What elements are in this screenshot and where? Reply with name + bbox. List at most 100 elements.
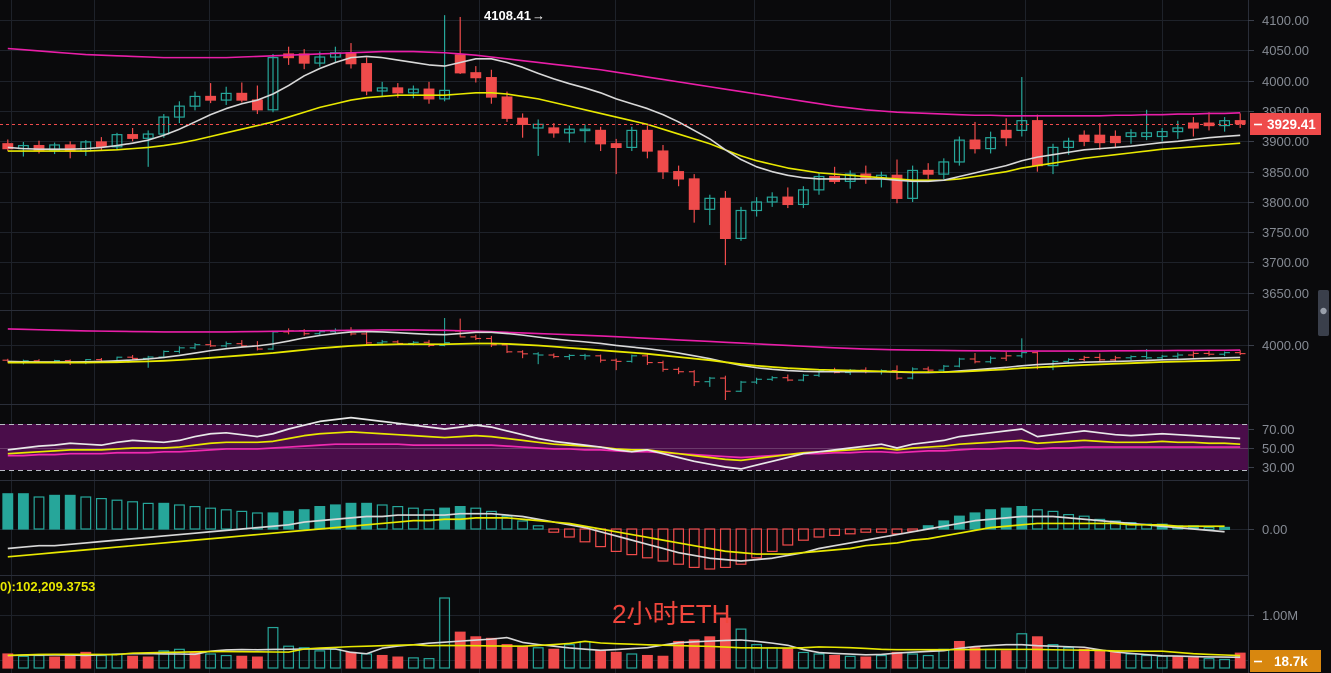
volume-bar <box>1219 658 1231 669</box>
volume-bar <box>1234 652 1246 669</box>
candle-body <box>205 95 217 101</box>
macd-histogram-bar <box>1063 513 1075 530</box>
vertical-scrollbar[interactable] <box>1318 290 1329 336</box>
macd-histogram-bar <box>49 494 61 530</box>
volume-bar <box>860 656 872 669</box>
volume-bar <box>205 653 217 669</box>
candle-body <box>64 144 76 152</box>
volume-bar <box>173 648 185 669</box>
macd-histogram-bar <box>501 515 513 530</box>
candle-body <box>595 129 607 145</box>
price-axis[interactable]: 4100.004050.004000.003950.003900.003850.… <box>1248 13 1321 672</box>
macd-histogram-bar <box>17 493 29 530</box>
candle-body <box>1109 135 1121 144</box>
rsi-series <box>7 416 1241 470</box>
volume-bar <box>891 651 903 669</box>
volume-bar <box>1109 651 1121 669</box>
macd-histogram-bar <box>220 509 232 530</box>
rsi-line-yellow <box>7 431 1241 462</box>
macd-histogram-bar <box>563 528 575 538</box>
candle-body <box>782 196 794 206</box>
candle-body <box>267 57 279 111</box>
volume-bar <box>127 655 139 669</box>
candle-body <box>751 201 763 212</box>
price-axis-label-9: 3650.00 <box>1262 286 1309 301</box>
volume-bar <box>844 655 856 669</box>
scrollbar-grip-icon <box>1320 307 1327 315</box>
candle-body <box>563 128 575 134</box>
macd-histogram-bar <box>329 504 341 530</box>
current-volume-tag[interactable] <box>1250 650 1321 672</box>
volume-bar <box>1094 650 1106 669</box>
panel2-ma-yellow <box>7 342 1241 374</box>
candle-body <box>1047 146 1059 167</box>
candle-body <box>735 209 747 239</box>
candle-body <box>1187 122 1199 129</box>
macd-histogram-bar <box>813 528 825 538</box>
macd-histogram-bar <box>860 528 872 533</box>
candle-body <box>673 171 685 180</box>
candle-body <box>173 105 185 118</box>
panel2-axis-label-0: 4000.00 <box>1262 338 1309 353</box>
volume-bar <box>236 655 248 669</box>
volume-bar <box>1047 644 1059 669</box>
candle-body <box>423 88 435 100</box>
volume-bar <box>532 647 544 669</box>
volume-bar <box>953 640 965 669</box>
current-price-tag[interactable] <box>1250 113 1321 135</box>
macd-histogram-bar <box>829 528 841 537</box>
macd-histogram-bar <box>766 528 778 552</box>
volume-bar <box>267 626 279 669</box>
volume-bar <box>1031 636 1043 669</box>
macd-histogram-bar <box>1047 510 1059 530</box>
macd-histogram-bar <box>64 494 76 530</box>
volume-bar <box>485 637 497 669</box>
candle-body <box>813 175 825 191</box>
candle-body <box>719 197 731 240</box>
macd-histogram-bar <box>345 502 357 530</box>
volume-bar <box>641 654 653 669</box>
volume-bar <box>610 651 622 669</box>
volume-bar <box>298 647 310 669</box>
macd-histogram-bar <box>719 528 731 569</box>
volume-bar <box>501 644 513 669</box>
macd-histogram-bar <box>189 506 201 530</box>
macd-histogram-bar <box>314 506 326 530</box>
volume-axis-label-0: 1.00M <box>1262 608 1298 623</box>
macd-histogram-bar <box>782 528 794 546</box>
macd-histogram-bar <box>844 528 856 535</box>
candle-body <box>2 143 14 150</box>
volume-bar <box>719 617 731 669</box>
candle-body <box>470 72 482 79</box>
candle-body <box>485 77 497 98</box>
volume-bar <box>80 651 92 669</box>
macd-histogram-bar <box>797 528 809 541</box>
candle-body <box>142 133 154 139</box>
candle-body <box>891 174 903 199</box>
volume-bar <box>673 640 685 669</box>
ma-line-yellow <box>7 92 1241 181</box>
candle-body <box>985 137 997 150</box>
candle-body <box>1234 120 1246 125</box>
candle-body <box>907 169 919 199</box>
macd-histogram-bar <box>610 528 622 552</box>
macd-axis-label-0: 0.00 <box>1262 522 1287 537</box>
volume-bar <box>704 636 716 669</box>
volume-bar <box>392 656 404 669</box>
price-axis-label-6: 3800.00 <box>1262 195 1309 210</box>
volume-bar <box>688 639 700 669</box>
volume-bar <box>797 651 809 669</box>
rsi-band-fill <box>0 424 1248 470</box>
macd-histogram-bar <box>735 528 747 565</box>
volume-bar <box>1016 633 1028 669</box>
rsi-line-white <box>7 416 1241 470</box>
candle-body <box>766 196 778 203</box>
macd-histogram-bar <box>127 501 139 530</box>
volume-bar <box>49 656 61 669</box>
candle-body <box>797 189 809 206</box>
volume-bar <box>376 654 388 669</box>
panel2-ma-white <box>7 330 1241 374</box>
macd-histogram-bar <box>283 510 295 530</box>
